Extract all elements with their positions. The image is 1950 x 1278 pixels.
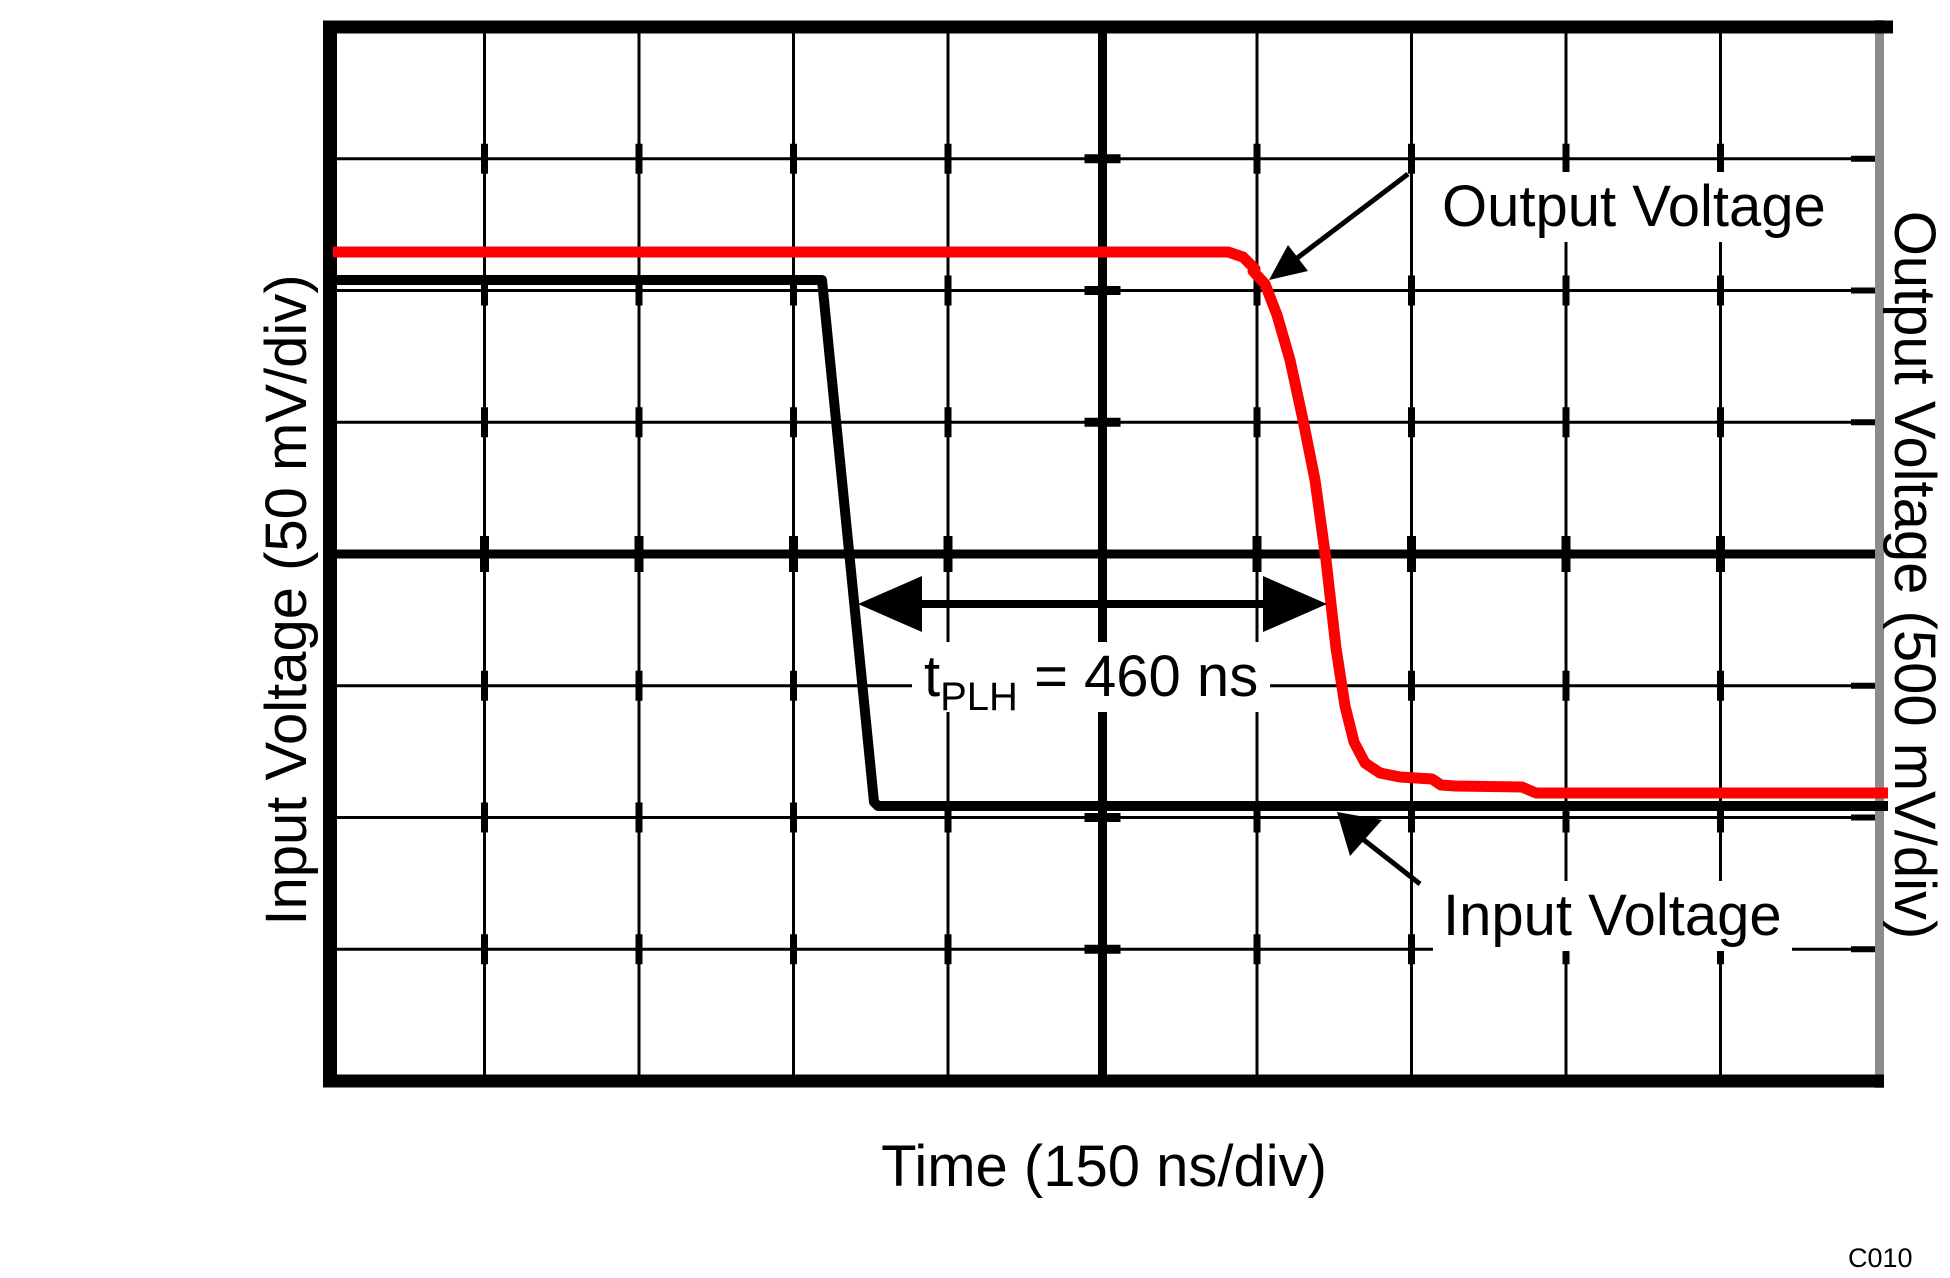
output-annotation-arrow-head <box>1269 245 1308 280</box>
tplh-value: = 460 ns <box>1034 644 1259 709</box>
tplh-arrow-left-head <box>858 576 922 632</box>
y-axis-right-label: Output Voltage (500 mV/div) <box>1882 210 1947 940</box>
plot-frame-right-gray <box>1875 20 1884 1088</box>
output-voltage-trace <box>333 246 1888 799</box>
plot-frame-bottom <box>323 1074 1884 1088</box>
y-axis-left-label: Input Voltage (50 mV/div) <box>254 274 319 926</box>
tplh-symbol: t <box>924 644 941 709</box>
plot-frame-top <box>323 20 1893 34</box>
tplh-arrow-right-head <box>1263 576 1327 632</box>
input-voltage-annotation: Input Voltage <box>1433 881 1792 951</box>
input-annotation-arrow-line <box>1353 831 1422 886</box>
x-axis-label: Time (150 ns/div) <box>881 1134 1327 1199</box>
figure-code: C010 <box>1848 1243 1913 1273</box>
tplh-subscript: PLH <box>940 675 1018 719</box>
tplh-measurement-label: tPLH = 460 ns <box>912 642 1271 717</box>
plot-frame-left <box>323 20 337 1088</box>
output-voltage-annotation: Output Voltage <box>1432 172 1836 242</box>
input-annotation-arrow-head <box>1337 812 1382 856</box>
output-annotation-arrow-line <box>1286 172 1410 267</box>
input-voltage-trace <box>333 275 1888 811</box>
